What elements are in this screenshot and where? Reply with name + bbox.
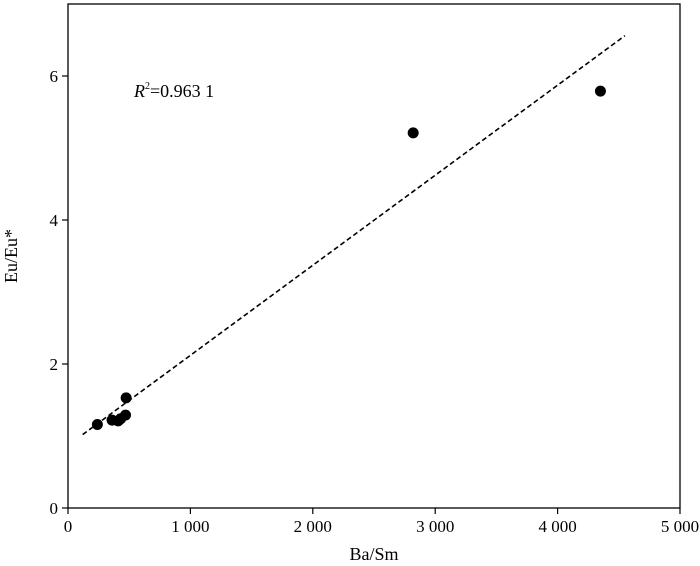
y-tick-label: 6 xyxy=(50,67,59,86)
data-points xyxy=(91,85,606,430)
r-value: =0.963 1 xyxy=(150,81,214,101)
x-tick-label: 0 xyxy=(64,517,73,536)
r-superscript: 2 xyxy=(145,81,150,92)
data-point xyxy=(594,85,606,97)
x-axis-title: Ba/Sm xyxy=(349,544,398,564)
x-axis-ticks: 0 1 000 2 000 3 000 4 000 5 000 xyxy=(64,508,699,536)
data-point xyxy=(120,409,132,421)
y-axis-ticks: 0 2 4 6 xyxy=(50,67,68,518)
plot-frame xyxy=(67,3,681,509)
trendline xyxy=(82,35,626,436)
x-tick-label: 1 000 xyxy=(171,517,209,536)
y-tick-label: 2 xyxy=(50,355,59,374)
r-squared-annotation: R2=0.963 1 xyxy=(133,81,214,101)
y-tick-label: 4 xyxy=(50,211,59,230)
y-axis-title: Eu/Eu* xyxy=(1,229,21,283)
x-tick-label: 3 000 xyxy=(416,517,454,536)
data-point xyxy=(91,418,103,430)
data-point xyxy=(407,127,419,139)
y-tick-label: 0 xyxy=(50,499,59,518)
x-tick-label: 5 000 xyxy=(661,517,699,536)
x-tick-label: 4 000 xyxy=(538,517,576,536)
x-tick-label: 2 000 xyxy=(294,517,332,536)
r-symbol: R xyxy=(133,81,145,101)
data-point xyxy=(120,392,132,404)
